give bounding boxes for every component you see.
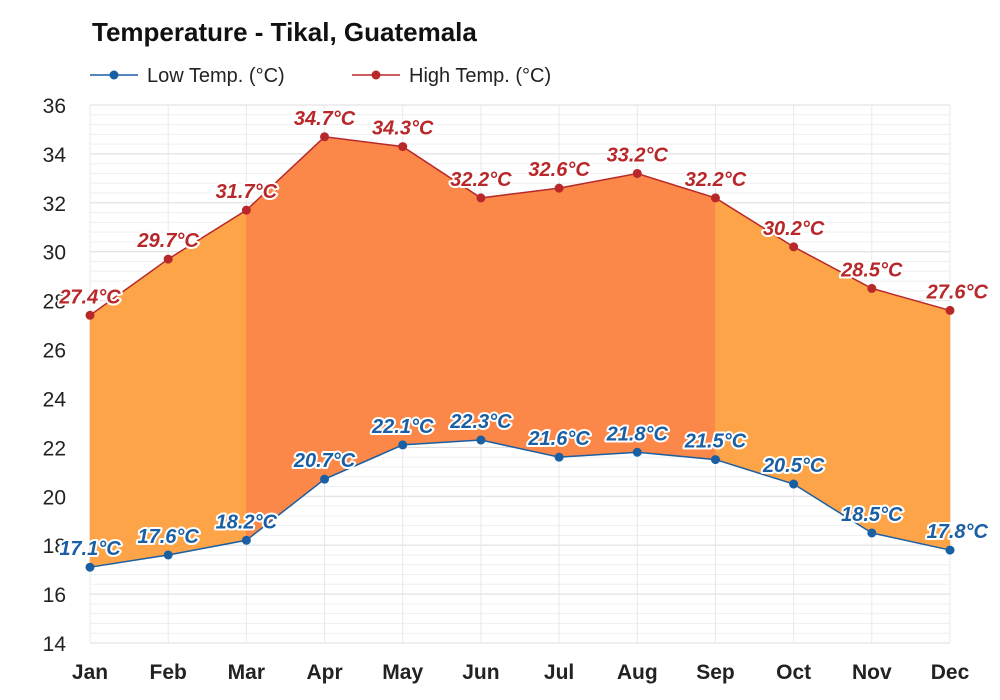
y-tick-label: 24 — [43, 388, 67, 411]
high-temp-point[interactable] — [398, 142, 408, 152]
y-tick-label: 16 — [43, 584, 66, 607]
x-tick-label: Dec — [931, 661, 970, 684]
low-temp-data-label: 17.8°C — [927, 521, 989, 543]
series-lines — [89, 136, 951, 568]
high-temp-data-label: 27.4°C — [58, 286, 121, 308]
y-tick-label: 20 — [43, 486, 66, 509]
high-temp-data-label: 34.3°C — [372, 118, 434, 140]
range-fill-segment — [558, 173, 638, 458]
range-fill-segment — [167, 209, 247, 556]
legend-low-label: Low Temp. (°C) — [147, 65, 285, 87]
low-temp-point[interactable] — [476, 435, 486, 445]
low-temp-data-label: 17.6°C — [137, 526, 199, 548]
x-tick-label: Jun — [462, 661, 499, 684]
y-tick-label: 36 — [43, 95, 66, 118]
high-temp-data-label: 34.7°C — [294, 108, 356, 130]
low-temp-line — [89, 439, 951, 568]
high-temp-point[interactable] — [710, 193, 720, 203]
high-temp-data-label: 32.6°C — [528, 159, 590, 181]
low-temp-data-label: 22.1°C — [371, 416, 434, 438]
x-tick-label: Apr — [306, 661, 342, 684]
low-temp-data-label: 18.2°C — [216, 511, 278, 533]
range-fill-segment — [793, 246, 873, 534]
data-labels: 17.1°C 17.6°C 18.2°C 20.7°C 22.1°C 22.3°C 21.6… — [56, 106, 990, 562]
x-tick-label: Sep — [696, 661, 735, 684]
high-temp-point[interactable] — [163, 254, 173, 264]
low-temp-point[interactable] — [632, 447, 642, 457]
low-temp-point[interactable] — [945, 545, 955, 555]
x-tick-label: Feb — [150, 661, 187, 684]
legend-high-label: High Temp. (°C) — [409, 65, 551, 87]
low-temp-data-label: 18.5°C — [841, 504, 903, 526]
legend-low-marker — [109, 70, 119, 80]
high-temp-data-label: 33.2°C — [607, 144, 669, 166]
range-fill-segment — [402, 146, 482, 446]
high-temp-data-label: 29.7°C — [136, 230, 199, 252]
legend-high-marker — [371, 70, 381, 80]
legend: Low Temp. (°C) High Temp. (°C) — [90, 65, 551, 87]
y-tick-label: 28 — [43, 291, 66, 314]
legend-item-high[interactable]: High Temp. (°C) — [352, 65, 551, 87]
x-tick-label: Mar — [228, 661, 265, 684]
x-tick-label: Aug — [617, 661, 658, 684]
x-tick-label: Jan — [72, 661, 108, 684]
x-tick-label: May — [382, 661, 423, 684]
high-temp-point[interactable] — [945, 305, 955, 315]
low-temp-data-label: 20.5°C — [762, 455, 825, 477]
range-fill-segment — [636, 173, 716, 460]
high-temp-data-label: 32.2°C — [685, 169, 747, 191]
high-temp-point[interactable] — [476, 193, 486, 203]
high-temp-data-label: 30.2°C — [763, 218, 825, 240]
y-tick-label: 30 — [43, 242, 66, 265]
data-points — [85, 132, 955, 572]
high-temp-data-label: 32.2°C — [450, 169, 512, 191]
high-temp-data-label: 27.6°C — [926, 281, 989, 303]
temperature-range-fill — [89, 136, 951, 568]
low-temp-point[interactable] — [85, 562, 95, 572]
high-temp-point[interactable] — [867, 283, 877, 293]
low-temp-point[interactable] — [867, 528, 877, 538]
low-temp-data-label: 21.8°C — [606, 423, 669, 445]
low-temp-point[interactable] — [398, 440, 408, 450]
low-temp-point[interactable] — [241, 535, 251, 545]
low-temp-data-label: 17.1°C — [59, 538, 121, 560]
high-temp-point[interactable] — [789, 242, 799, 252]
high-temp-point[interactable] — [632, 168, 642, 178]
y-tick-label: 32 — [43, 193, 66, 216]
y-tick-label: 34 — [43, 144, 67, 167]
y-axis-ticks: 14 16 18 20 22 24 26 28 30 32 34 36 — [43, 95, 67, 656]
high-temp-point[interactable] — [241, 205, 251, 215]
low-temp-point[interactable] — [789, 479, 799, 489]
low-temp-data-label: 20.7°C — [293, 450, 356, 472]
legend-item-low[interactable]: Low Temp. (°C) — [90, 65, 285, 87]
low-temp-point[interactable] — [320, 474, 330, 484]
x-tick-label: Jul — [544, 661, 574, 684]
low-temp-data-label: 21.6°C — [527, 428, 590, 450]
high-temp-point[interactable] — [554, 183, 564, 193]
y-tick-label: 22 — [43, 437, 66, 460]
low-temp-point[interactable] — [554, 452, 564, 462]
low-temp-data-label: 22.3°C — [449, 411, 512, 433]
x-tick-label: Oct — [776, 661, 811, 684]
high-temp-line — [89, 136, 951, 316]
y-tick-label: 26 — [43, 340, 66, 363]
y-tick-label: 18 — [43, 535, 66, 558]
chart-title: Temperature - Tikal, Guatemala — [92, 17, 477, 47]
high-temp-point[interactable] — [85, 310, 95, 320]
low-temp-point[interactable] — [163, 550, 173, 560]
high-temp-point[interactable] — [320, 132, 330, 142]
low-temp-point[interactable] — [710, 455, 720, 465]
y-tick-label: 14 — [43, 633, 67, 656]
x-axis-ticks: Jan Feb Mar Apr May Jun Jul Aug Sep Oct Nov Dec — [72, 661, 970, 684]
high-temp-data-label: 28.5°C — [840, 259, 903, 281]
low-temp-data-label: 21.5°C — [684, 431, 747, 453]
high-temp-data-label: 31.7°C — [216, 181, 278, 203]
x-tick-label: Nov — [852, 661, 892, 684]
